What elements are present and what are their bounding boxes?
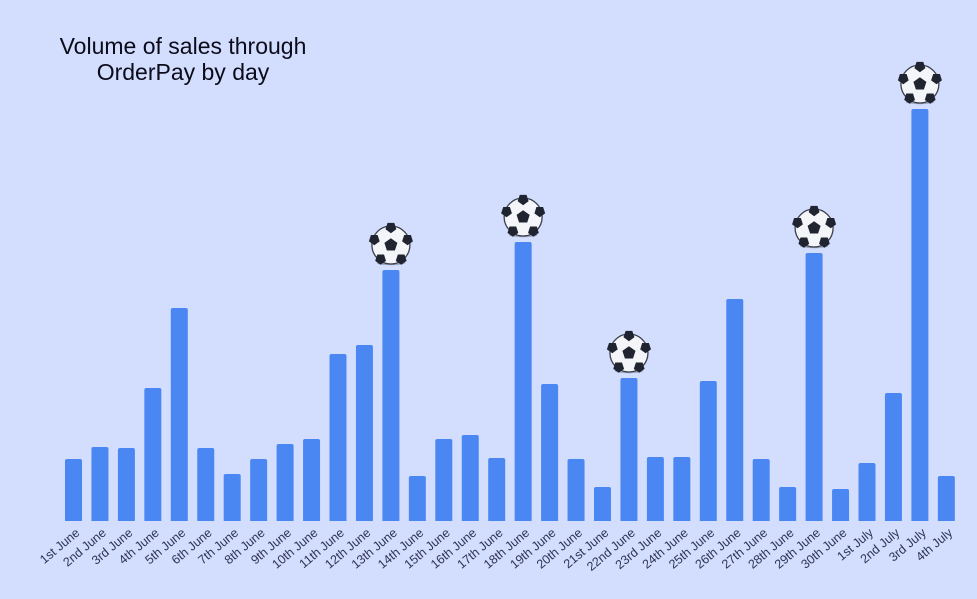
bar-20th-june [567, 459, 585, 521]
soccer-ball-icon [606, 330, 651, 374]
bar-8th-june [250, 459, 268, 521]
bar-18th-june [514, 242, 532, 521]
bar-19th-june [541, 384, 559, 521]
bar-13th-june [382, 270, 400, 521]
bar-3rd-july [911, 109, 929, 521]
bar-5th-june [170, 308, 188, 521]
soccer-ball-icon [501, 194, 546, 238]
bar-27th-june [752, 459, 770, 521]
bar-2nd-july [884, 393, 902, 521]
bar-21st-june [594, 487, 611, 521]
soccer-ball-icon [897, 61, 942, 105]
bar-29th-june [805, 253, 823, 521]
chart-title: Volume of sales through OrderPay by day [59, 33, 307, 85]
bar-14th-june [408, 476, 426, 521]
bar-7th-june [223, 474, 241, 521]
bar-9th-june [276, 444, 294, 521]
soccer-ball-icon [792, 205, 837, 249]
bar-11th-june [329, 354, 347, 521]
bar-3rd-june [117, 448, 135, 521]
bar-23rd-june [646, 457, 664, 521]
bar-16th-june [461, 435, 479, 521]
bar-15th-june [435, 439, 453, 521]
bar-22nd-june [620, 378, 638, 521]
highlight-icons-group [368, 61, 942, 374]
bar-1st-july [858, 463, 876, 521]
bar-1st-june [65, 459, 82, 521]
bar-12th-june [355, 345, 373, 521]
bar-24th-june [673, 457, 691, 521]
soccer-ball-icon [368, 222, 413, 266]
bar-4th-july [937, 476, 955, 521]
bar-6th-june [197, 448, 215, 521]
bar-17th-june [488, 458, 506, 521]
bar-28th-june [779, 487, 797, 521]
bar-4th-june [144, 388, 162, 521]
bar-26th-june [726, 299, 744, 521]
bar-10th-june [303, 439, 321, 521]
bars-group [65, 109, 955, 521]
bar-2nd-june [91, 447, 109, 521]
bar-25th-june [699, 381, 717, 521]
bar-30th-june [832, 489, 850, 521]
